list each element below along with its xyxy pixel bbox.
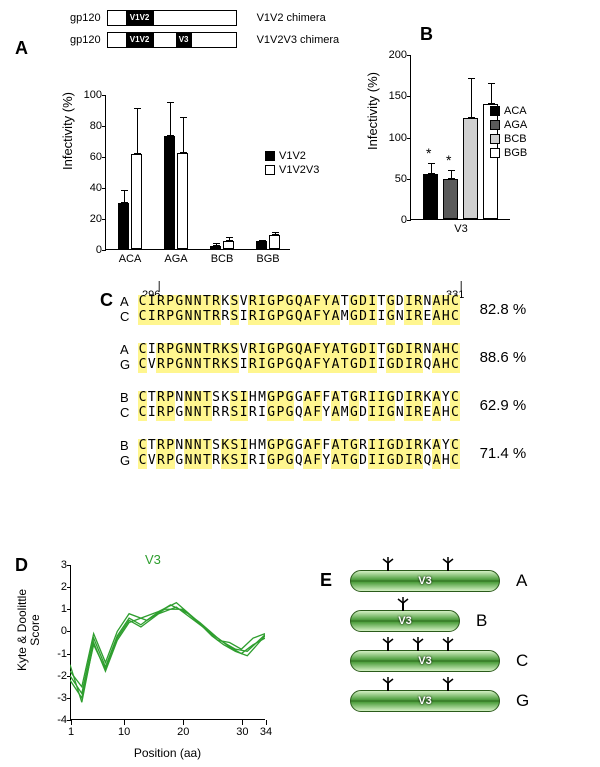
chart-a: Infectivity (%) 020406080100ACAAGABCBBGB [60, 90, 300, 270]
gp120-label-2: gp120 [70, 34, 101, 46]
schem-caption-1: V1V2 chimera [257, 12, 326, 24]
chart-b: Infectivity (%) 050100150200**V3 [365, 50, 585, 250]
legend-b: ACAAGABCBBGB [490, 105, 527, 161]
panel-c-label: C [100, 290, 113, 311]
gp120-box-1: V1V2 [107, 10, 237, 26]
chart-a-ylabel: Infectivity (%) [60, 92, 75, 170]
gp120-label: gp120 [70, 12, 101, 24]
chart-a-plot: 020406080100ACAAGABCBBGB [105, 95, 290, 250]
panel-c: ACIRPGNNTRKSVRIGPGQAFYATGDITGDIRNAHCCCIR… [120, 295, 540, 487]
chart-d-xlabel: Position (aa) [70, 746, 265, 760]
v1v2-block-2: V1V2 [126, 33, 154, 47]
chart-d: Kyte & Doolittle Score -4-3-2-1012311020… [10, 560, 275, 760]
legend-a: V1V2V1V2V3 [265, 150, 319, 178]
panel-e-label: E [320, 570, 332, 591]
schem-caption-2: V1V2V3 chimera [257, 34, 340, 46]
schematic-row-2: gp120 V1V2 V3 V1V2V3 chimera [70, 32, 339, 52]
chart-b-ylabel: Infectivity (%) [365, 72, 380, 150]
schematic-row-1: gp120 V1V2 V1V2 chimera [70, 10, 326, 30]
v1v2-block: V1V2 [126, 11, 154, 25]
chart-d-ylabel: Kyte & Doolittle Score [16, 570, 42, 690]
gp120-box-2: V1V2 V3 [107, 32, 237, 48]
panel-b-label: B [420, 24, 433, 45]
panel-a-label: A [15, 38, 28, 59]
v3-block: V3 [176, 33, 192, 47]
hydropathy-lines [70, 565, 265, 720]
panel-e: V3AV3BV3CV3G [350, 570, 560, 730]
